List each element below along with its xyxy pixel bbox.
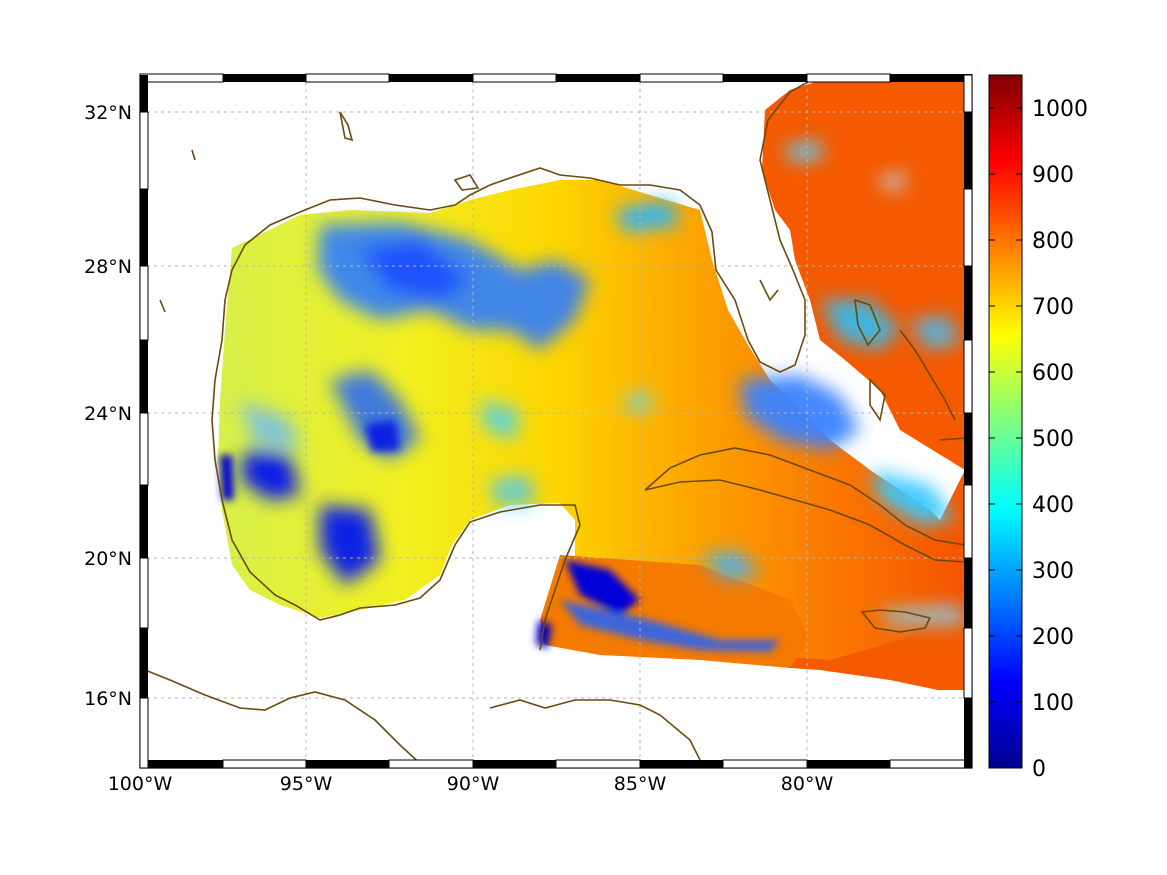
lon-tick-label: 90°W [447, 773, 500, 795]
lat-tick-label: 32°N [84, 102, 132, 124]
colorbar-tick-label: 600 [1032, 361, 1074, 386]
grid-lines [140, 75, 972, 768]
lat-tick-label: 24°N [84, 403, 132, 425]
frame-border-right [963, 74, 973, 768]
frame-border-top [139, 73, 972, 83]
colorbar-tick-label: 400 [1032, 493, 1074, 518]
lat-tick-label: 16°N [84, 688, 132, 710]
colorbar-tick-label: 1000 [1032, 97, 1088, 122]
low-value-features [240, 140, 965, 625]
colorbar-tick-label: 900 [1032, 163, 1074, 188]
lon-tick-labels: 100°W 95°W 90°W 85°W 80°W [108, 773, 834, 795]
lon-tick-label: 95°W [280, 773, 333, 795]
frame-border-bottom [140, 759, 973, 769]
lon-tick-label: 85°W [614, 773, 667, 795]
map-axes: 100°W 95°W 90°W 85°W 80°W 32°N 28°N 24°N… [84, 73, 973, 795]
colorbar: 0 100 200 300 400 500 600 700 800 900 1000 [988, 74, 1088, 782]
lon-tick-label: 100°W [108, 773, 173, 795]
colorbar-gradient [988, 74, 1023, 769]
colorbar-tick-label: 100 [1032, 691, 1074, 716]
colorbar-tick-label: 700 [1032, 295, 1074, 320]
lat-tick-label: 28°N [84, 256, 132, 278]
colorbar-tick-label: 0 [1032, 757, 1046, 782]
deep-low-features [220, 420, 780, 652]
colorbar-ticks: 0 100 200 300 400 500 600 700 800 900 1000 [989, 97, 1088, 782]
lat-tick-labels: 32°N 28°N 24°N 20°N 16°N [84, 102, 132, 710]
data-field [218, 82, 965, 690]
lat-tick-label: 20°N [84, 548, 132, 570]
coastlines [140, 77, 966, 768]
frame-border-left [139, 75, 149, 769]
lon-tick-label: 80°W [781, 773, 834, 795]
colorbar-tick-label: 500 [1032, 427, 1074, 452]
colorbar-tick-label: 800 [1032, 229, 1074, 254]
colorbar-tick-label: 200 [1032, 625, 1074, 650]
colorbar-tick-label: 300 [1032, 559, 1074, 584]
